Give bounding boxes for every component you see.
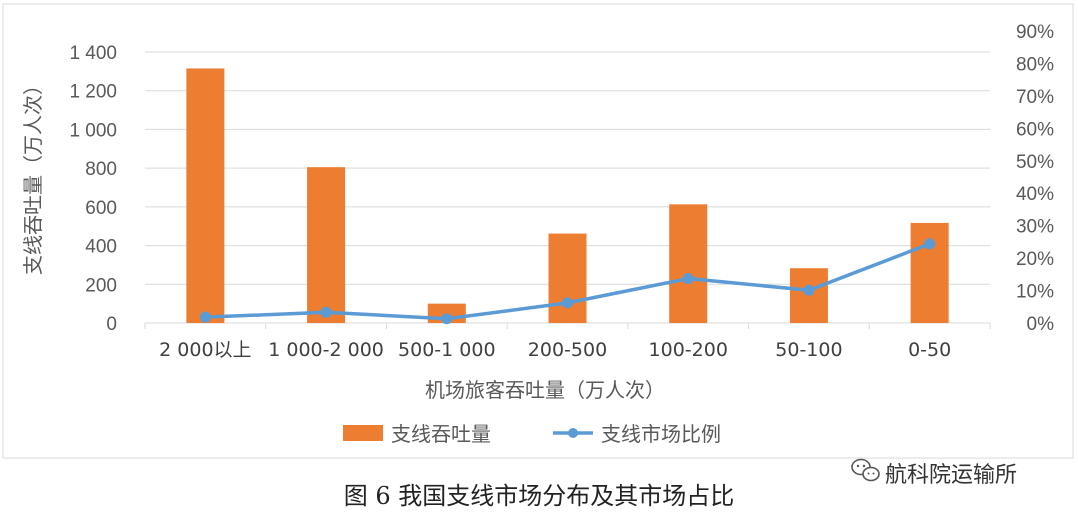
line-point [320,306,332,318]
figure-caption: 图 6 我国支线市场分布及其市场占比 [344,482,735,510]
left-tick-label: 1 200 [69,82,117,103]
line-point [682,273,694,285]
legend-bar-label: 支线吞吐量 [391,422,491,446]
right-tick-label: 80% [1016,54,1054,75]
y-axis-title: 支线吞吐量（万人次） [21,75,45,275]
x-axis-title: 机场旅客吞吐量（万人次） [425,378,665,402]
x-tick-label: 200-500 [528,339,607,361]
right-tick-label: 0% [1027,314,1055,335]
wechat-icon [851,458,880,482]
bar [548,233,587,323]
bar [669,204,708,323]
legend-line-marker [568,428,578,438]
right-tick-label: 50% [1016,152,1054,173]
right-tick-label: 10% [1016,282,1054,303]
bar [910,222,949,323]
x-axis: 2 000以上 1 000-2 000 500-1 000 200-500 100-20… [144,323,991,361]
right-tick-label: 70% [1016,87,1054,108]
line-point [441,313,453,325]
x-tick-label: 2 000以上 [159,339,251,361]
x-tick-label: 100-200 [649,339,728,361]
x-tick-label: 500-1 000 [398,339,496,361]
right-tick-label: 90% [1016,22,1054,43]
right-tick-label: 60% [1016,119,1054,140]
right-tick-label: 20% [1016,249,1054,270]
line-point [199,311,211,323]
line-point [562,297,573,309]
line-point [924,238,936,250]
x-tick-label: 50-100 [775,339,842,361]
x-tick-label: 0-50 [908,339,951,361]
bar [307,167,346,323]
line-series [199,238,936,325]
right-tick-label: 30% [1016,217,1054,238]
legend-bar-swatch [343,425,383,441]
watermark: 航科院运输所 [851,458,1017,488]
bar [186,68,225,323]
left-axis: 0 200 400 600 800 1 000 1 200 1 400 [69,43,117,335]
legend: 支线吞吐量 支线市场比例 [343,422,721,446]
left-tick-label: 400 [85,237,117,258]
left-tick-label: 800 [85,159,117,180]
left-tick-label: 600 [85,198,117,219]
left-tick-label: 0 [106,314,117,335]
x-tick-label: 1 000-2 000 [268,339,384,361]
right-axis: 0% 10% 20% 30% 40% 50% 60% 70% 80% 90% [1016,22,1054,335]
legend-line-label: 支线市场比例 [601,422,721,446]
left-tick-label: 1 400 [69,43,117,64]
line-point [803,284,815,296]
left-tick-label: 200 [85,275,117,296]
chart-frame [2,3,1074,459]
left-tick-label: 1 000 [69,120,117,141]
watermark-text: 航科院运输所 [885,463,1017,488]
right-tick-label: 40% [1016,184,1054,205]
gridlines [145,51,990,324]
